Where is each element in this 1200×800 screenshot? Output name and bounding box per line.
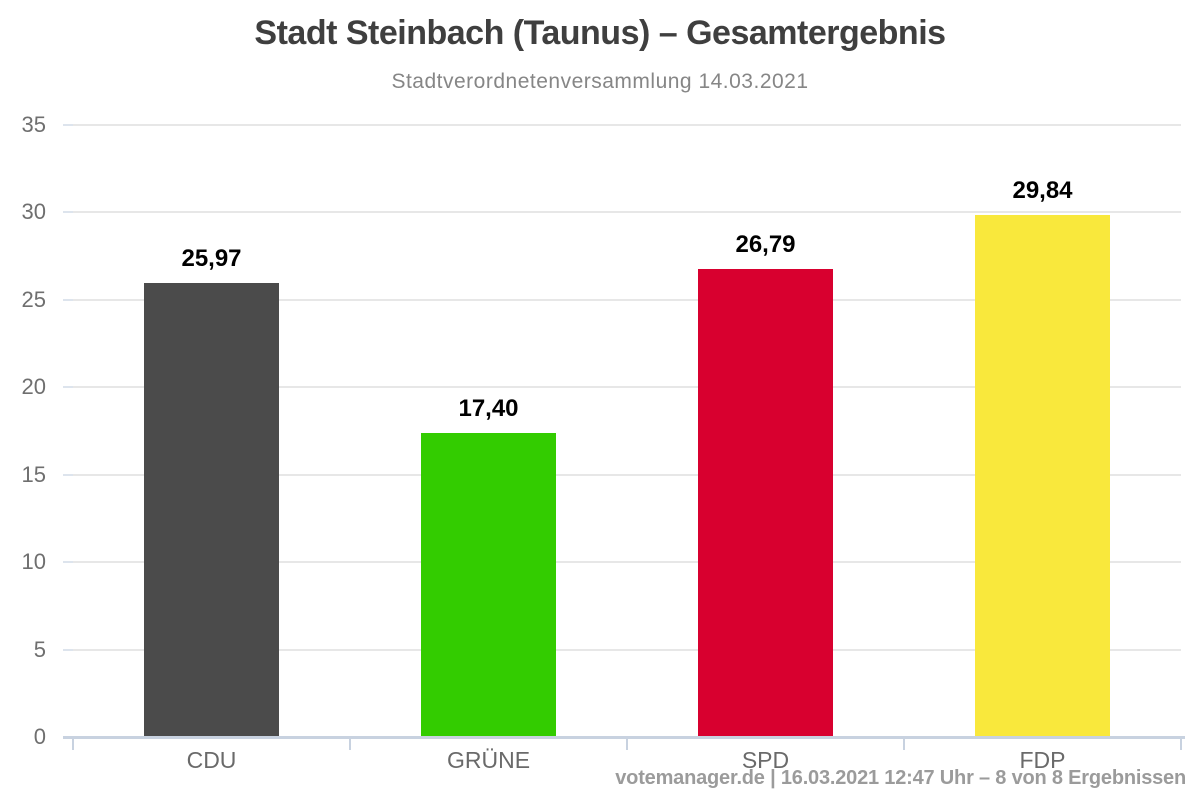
- x-category-label-FDP: FDP: [1019, 747, 1066, 773]
- chart-title: Stadt Steinbach (Taunus) – Gesamtergebni…: [254, 14, 946, 52]
- y-axis-tick-25: [63, 298, 73, 301]
- gridline-15: [73, 473, 1181, 476]
- x-axis-tick-1: [349, 737, 351, 750]
- y-axis-tick-35: [63, 124, 73, 126]
- y-tick-label-0: 0: [33, 724, 46, 749]
- y-tick-label-25: 25: [21, 286, 46, 312]
- y-axis-tick-10: [63, 561, 73, 564]
- y-axis-tick-15: [63, 473, 73, 476]
- y-axis-tick-20: [63, 386, 73, 389]
- bar-CDU: [144, 282, 279, 737]
- x-category-label-GRÜNE: GRÜNE: [446, 747, 531, 773]
- x-axis-tick-end: [1180, 737, 1182, 750]
- y-axis-tick-30: [63, 211, 73, 214]
- gridline-20: [73, 386, 1181, 389]
- bar-value-label-GRÜNE: 17,40: [458, 394, 519, 422]
- gridline-30: [73, 211, 1181, 214]
- y-tick-label-10: 10: [21, 549, 46, 575]
- y-tick-label-30: 30: [21, 199, 46, 225]
- chart-subtitle: Stadtverordnetenversammlung 14.03.2021: [391, 70, 809, 93]
- gridline-35: [73, 124, 1181, 126]
- bar-value-label-SPD: 26,79: [735, 230, 796, 258]
- x-axis-baseline: [63, 736, 1185, 739]
- x-category-label-CDU: CDU: [186, 747, 237, 773]
- bar-value-label-FDP: 29,84: [1012, 177, 1073, 205]
- y-axis-tick-5: [63, 648, 73, 651]
- y-tick-label-20: 20: [21, 374, 46, 400]
- gridline-25: [73, 298, 1181, 301]
- x-category-label-SPD: SPD: [741, 747, 790, 773]
- x-axis-tick-3: [903, 737, 905, 750]
- bar-SPD: [698, 268, 833, 737]
- x-axis-tick-0: [72, 737, 74, 750]
- y-tick-label-5: 5: [33, 636, 46, 662]
- bar-GRÜNE: [421, 432, 556, 737]
- gridline-10: [73, 561, 1181, 564]
- y-tick-label-35: 35: [21, 112, 46, 137]
- y-tick-label-15: 15: [21, 461, 46, 487]
- bar-FDP: [975, 215, 1110, 737]
- chart-footer: votemanager.de | 16.03.2021 12:47 Uhr – …: [615, 767, 1186, 789]
- x-axis-tick-2: [626, 737, 628, 750]
- bar-value-label-CDU: 25,97: [181, 244, 242, 272]
- gridline-5: [73, 648, 1181, 651]
